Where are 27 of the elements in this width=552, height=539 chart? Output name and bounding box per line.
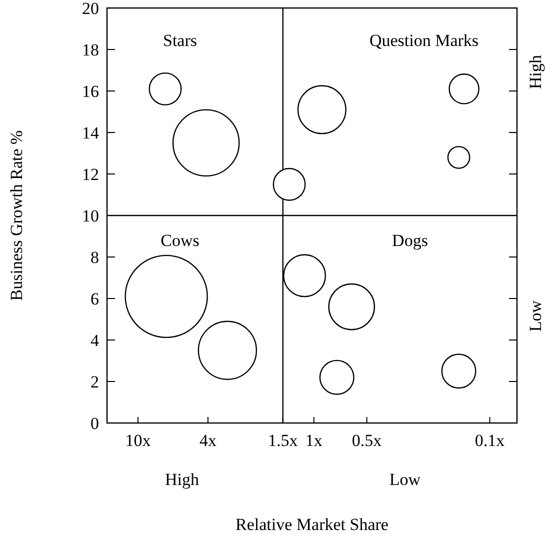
annotation: Cows — [160, 231, 200, 250]
x-tick-label: 1x — [305, 431, 323, 450]
y-tick-label: 8 — [90, 248, 99, 267]
x-tick-label: 10x — [125, 431, 152, 450]
annotation: Question Marks — [369, 31, 479, 50]
y-tick-label: 18 — [82, 40, 99, 60]
y-tick-label: 14 — [82, 123, 100, 142]
y-tick-label: 0 — [90, 414, 99, 433]
y-tick-label: 10 — [82, 206, 99, 226]
y-tick-label: 20 — [82, 0, 99, 18]
text: Low — [389, 470, 422, 489]
annotation: Dogs — [392, 231, 428, 250]
text: Low — [526, 300, 545, 332]
y-tick-label: 4 — [90, 330, 100, 350]
x-tick-label: 1.5x — [268, 431, 298, 450]
y-tick-label: 12 — [82, 164, 99, 184]
y-tick-label: 16 — [82, 82, 99, 101]
x-tick-label: 0.5x — [352, 431, 382, 450]
x-tick-label: 0.1x — [474, 431, 506, 450]
y-axis-title: Business Growth Rate % — [7, 130, 26, 301]
y-tick-label: 2 — [90, 372, 99, 392]
text: High — [526, 54, 545, 89]
text: High — [165, 470, 200, 489]
x-axis-title: Relative Market Share — [236, 515, 388, 534]
x-tick-label: 4x — [199, 431, 217, 450]
y-tick-label: 6 — [90, 289, 99, 308]
annotation: Stars — [163, 31, 197, 50]
